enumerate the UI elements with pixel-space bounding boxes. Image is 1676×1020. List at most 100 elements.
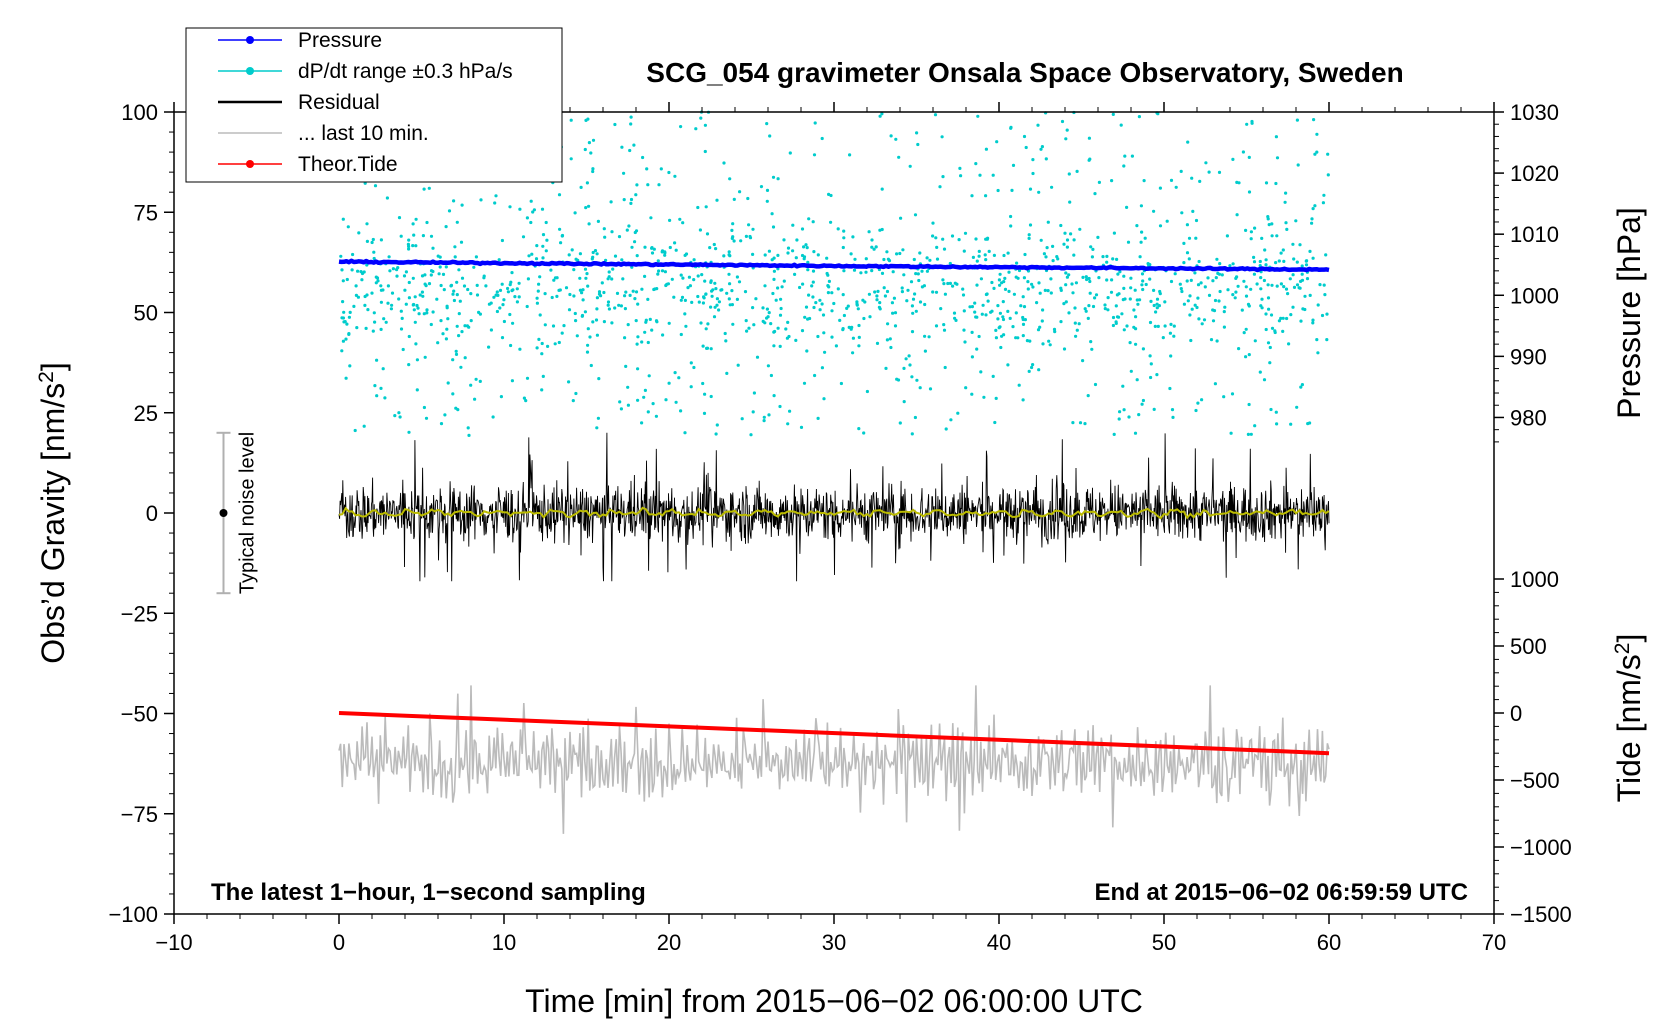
dpdt-point	[667, 170, 671, 175]
dpdt-point	[403, 288, 407, 292]
dpdt-point	[665, 282, 669, 286]
dpdt-point	[1137, 115, 1141, 119]
dpdt-point	[650, 251, 655, 255]
dpdt-point	[634, 319, 638, 323]
dpdt-point	[1203, 285, 1207, 289]
dpdt-point	[589, 151, 593, 155]
dpdt-point	[478, 379, 482, 383]
annotation-right: End at 2015−06−02 06:59:59 UTC	[1094, 879, 1468, 906]
dpdt-point	[1255, 282, 1259, 286]
dpdt-point	[569, 118, 573, 122]
dpdt-point	[469, 383, 473, 387]
dpdt-point	[1148, 354, 1152, 358]
dpdt-point	[506, 290, 510, 294]
dpdt-point	[803, 315, 807, 319]
dpdt-point	[444, 265, 448, 269]
dpdt-point	[706, 322, 710, 326]
dpdt-point	[1078, 227, 1082, 231]
dpdt-point	[1196, 401, 1200, 405]
dpdt-point	[802, 257, 806, 261]
dpdt-point	[801, 282, 805, 286]
dpdt-point	[1310, 221, 1314, 225]
dpdt-point	[767, 249, 772, 253]
dpdt-point	[497, 258, 501, 262]
dpdt-point	[683, 431, 687, 435]
dpdt-point	[992, 286, 996, 290]
dpdt-point	[420, 290, 424, 294]
dpdt-point	[1141, 398, 1145, 403]
dpdt-point	[1284, 191, 1288, 195]
dpdt-point	[552, 278, 556, 282]
dpdt-point	[712, 315, 717, 319]
dpdt-point	[619, 407, 624, 411]
dpdt-point	[1291, 273, 1295, 277]
dpdt-point	[878, 228, 882, 232]
dpdt-point	[998, 311, 1003, 315]
dpdt-point	[599, 294, 603, 298]
dpdt-point	[644, 318, 648, 322]
dpdt-point	[597, 290, 602, 294]
dpdt-point	[414, 217, 418, 221]
dpdt-point	[1268, 345, 1272, 350]
dpdt-point	[1154, 310, 1158, 314]
dpdt-point	[1204, 161, 1208, 165]
dpdt-point	[744, 319, 748, 323]
dpdt-point	[1044, 157, 1048, 161]
dpdt-point	[701, 344, 705, 348]
dpdt-point	[1305, 259, 1309, 263]
dpdt-point	[1027, 369, 1031, 373]
dpdt-point	[1017, 268, 1022, 273]
dpdt-point	[862, 431, 866, 435]
dpdt-point	[506, 286, 510, 291]
dpdt-point	[1207, 170, 1211, 174]
dpdt-point	[851, 336, 856, 340]
dpdt-point	[727, 253, 731, 257]
dpdt-point	[453, 255, 457, 259]
dpdt-point	[1299, 319, 1303, 323]
axis-ticks: −10 0 10 20 30 40 50 60 70−100−75−50−25025507510…	[108, 100, 1571, 955]
dpdt-point	[1105, 260, 1109, 264]
dpdt-point	[767, 311, 771, 315]
dpdt-point	[587, 204, 591, 208]
dpdt-point	[509, 280, 513, 284]
dpdt-point	[973, 301, 977, 305]
dpdt-point	[1133, 431, 1138, 435]
dpdt-point	[354, 284, 358, 288]
dpdt-point	[398, 415, 402, 419]
dpdt-point	[673, 241, 677, 245]
dpdt-point	[786, 320, 790, 324]
dpdt-point	[1027, 236, 1031, 240]
dpdt-point	[703, 149, 707, 154]
dpdt-point	[411, 244, 415, 248]
dpdt-point	[752, 391, 757, 395]
dpdt-point	[1091, 304, 1096, 309]
dpdt-point	[688, 284, 693, 288]
dpdt-point	[600, 281, 604, 285]
dpdt-point	[610, 230, 614, 234]
dpdt-point	[621, 277, 625, 281]
dpdt-point	[893, 311, 898, 315]
dpdt-point	[1038, 325, 1042, 329]
dpdt-point	[420, 274, 425, 278]
dpdt-point	[607, 307, 612, 311]
dpdt-point	[1118, 410, 1122, 414]
dpdt-point	[1046, 289, 1050, 293]
dpdt-point	[934, 324, 939, 328]
dpdt-point	[970, 330, 974, 334]
dpdt-point	[925, 256, 929, 260]
dpdt-point	[591, 320, 595, 324]
dpdt-point	[673, 371, 677, 375]
dpdt-point	[1155, 302, 1159, 306]
dpdt-point	[634, 290, 639, 294]
dpdt-point	[935, 245, 939, 249]
dpdt-point	[715, 198, 719, 202]
dpdt-point	[1125, 205, 1129, 209]
dpdt-point	[1298, 243, 1302, 247]
dpdt-point	[772, 344, 776, 348]
dpdt-point	[1028, 339, 1032, 343]
dpdt-point	[991, 374, 995, 378]
dpdt-point	[429, 322, 433, 327]
tide-line	[338, 711, 1330, 756]
dpdt-point	[1320, 313, 1325, 318]
dpdt-point	[1287, 342, 1291, 346]
